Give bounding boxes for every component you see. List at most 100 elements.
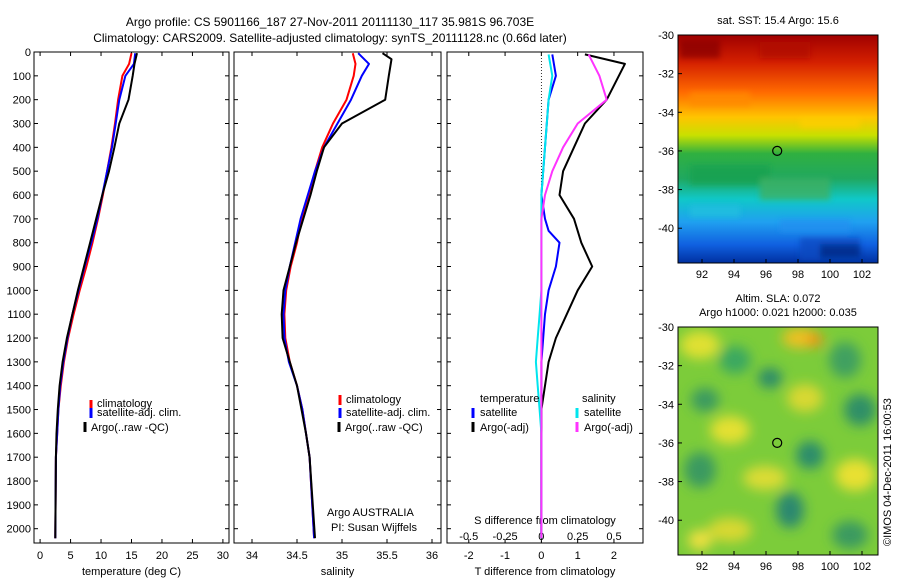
x-tick-label: 1: [575, 550, 581, 562]
y-tick-label: 400: [13, 142, 31, 154]
map-y-tick-label: -38: [658, 185, 674, 197]
map-x-tick-label: 98: [792, 269, 804, 281]
map-x-tick-label: 100: [821, 561, 839, 573]
y-tick-label: 1900: [7, 500, 31, 512]
map-y-tick-label: -30: [658, 322, 674, 334]
legend-satellite: satellite-adj. clim.: [346, 407, 430, 419]
x-axis-label: temperature (deg C): [82, 566, 181, 578]
top-x-tick-label: 0.5: [606, 531, 621, 543]
y-tick-label: 1000: [7, 285, 31, 297]
map-y-tick-label: -40: [658, 515, 674, 527]
legend-argo: Argo(..raw -QC): [91, 422, 169, 434]
legend-temperature-heading: temperature: [480, 393, 539, 405]
difference-panel: -2 -1 0 1 2 T difference from climatology -0.5…: [446, 51, 644, 578]
sla-map-title-1: Altim. SLA: 0.072: [736, 293, 821, 305]
map-y-tick-label: -36: [658, 438, 674, 450]
plot-frame: [33, 51, 230, 544]
x-tick-label: 30: [217, 550, 229, 562]
map-y-tick-label: -36: [658, 146, 674, 158]
y-tick-label: 1100: [7, 309, 31, 321]
x-tick-label: 35: [336, 550, 348, 562]
legend-climatology: climatology: [97, 398, 153, 410]
legend-sal-satellite: satellite: [584, 407, 621, 419]
top-x-tick-label: 0.25: [567, 531, 588, 543]
top-x-tick-label: -0.5: [459, 531, 478, 543]
map-x-tick-label: 92: [696, 561, 708, 573]
imos-timestamp: ©IMOS 04-Dec-2011 16:00:53: [882, 398, 894, 546]
float-country: Argo AUSTRALIA: [327, 507, 414, 519]
x-tick-label: 0: [538, 550, 544, 562]
series-line-climatology: [283, 52, 357, 539]
y-tick-label: 300: [13, 119, 31, 131]
y-tick-label: 200: [13, 95, 31, 107]
legend-climatology: climatology: [346, 394, 402, 406]
x-tick-label: 5: [68, 550, 74, 562]
sla-map-title-2: Argo h1000: 0.021 h2000: 0.035: [699, 307, 857, 319]
temperature-panel: 0 5 10 15 20 25 30 temperature (deg C) 0 100 200 30…: [7, 47, 230, 578]
x-axis-label: salinity: [321, 566, 355, 578]
y-tick-label: 0: [25, 47, 31, 59]
x-tick-label: 35.5: [376, 550, 397, 562]
sst-map: sat. SST: 15.4 Argo: 15.6 92 94 96 98 100 102…: [658, 15, 879, 281]
x-tick-label: 15: [125, 550, 137, 562]
x-tick-label: 20: [156, 550, 168, 562]
map-x-tick-label: 94: [728, 561, 740, 573]
y-tick-label: 1200: [7, 333, 31, 345]
y-tick-label: 1500: [7, 405, 31, 417]
y-tick-label: 1300: [7, 357, 31, 369]
map-y-tick-label: -32: [658, 69, 674, 81]
plot-frame: [446, 51, 644, 544]
legend-satellite: satellite-adj. clim.: [97, 407, 181, 419]
x-tick-label: -1: [500, 550, 510, 562]
map-y-tick-label: -34: [658, 399, 674, 411]
y-tick-label: 1600: [7, 428, 31, 440]
sla-map: Altim. SLA: 0.072 Argo h1000: 0.021 h200…: [658, 293, 879, 573]
map-y-tick-label: -38: [658, 477, 674, 489]
temperature-legend: climatology satellite-adj. clim. Argo(..…: [83, 398, 181, 434]
legend-sal-argo: Argo(-adj): [584, 422, 633, 434]
x-tick-label: -2: [464, 550, 474, 562]
x-tick-label: 34: [246, 550, 258, 562]
legend-argo: Argo(..raw -QC): [345, 422, 423, 434]
y-tick-label: 600: [13, 190, 31, 202]
y-tick-label: 2000: [7, 524, 31, 536]
x-axis-label: T difference from climatology: [475, 566, 616, 578]
argo-position-marker: [772, 145, 783, 156]
y-tick-label: 800: [13, 238, 31, 250]
series-line-temperature-argo-adj: [540, 53, 626, 539]
title-line-2: Climatology: CARS2009. Satellite-adjuste…: [93, 31, 567, 45]
series-line-argo-raw-qc: [54, 52, 138, 539]
salinity-panel: 34 34.5 35 35.5 36 salinity: [233, 51, 442, 578]
map-x-tick-label: 102: [853, 561, 871, 573]
top-x-axis-label: S difference from climatology: [474, 515, 616, 527]
x-tick-label: 10: [95, 550, 107, 562]
map-x-tick-label: 96: [760, 269, 772, 281]
sst-map-title: sat. SST: 15.4 Argo: 15.6: [717, 15, 839, 27]
legend-salinity-heading: salinity: [582, 393, 616, 405]
map-y-tick-label: -34: [658, 107, 674, 119]
map-x-tick-label: 92: [696, 269, 708, 281]
map-y-tick-label: -30: [658, 30, 674, 42]
float-pi: PI: Susan Wijffels: [331, 522, 417, 534]
y-tick-label: 500: [13, 166, 31, 178]
y-tick-label: 700: [13, 214, 31, 226]
y-tick-label: 1400: [7, 381, 31, 393]
series-line-temperature-satellite: [540, 54, 561, 539]
series-line-climatology: [54, 52, 133, 539]
y-tick-label: 1700: [7, 452, 31, 464]
y-tick-label: 900: [13, 262, 31, 274]
salinity-legend: climatology satellite-adj. clim. Argo(..…: [327, 394, 430, 534]
series-line-argo-raw-qc: [280, 52, 393, 539]
map-x-tick-label: 100: [821, 269, 839, 281]
series-line-satellite-adj-clim: [54, 53, 137, 539]
difference-legend: temperature satellite Argo(-adj) salinit…: [471, 393, 633, 434]
legend-temp-satellite: satellite: [480, 407, 517, 419]
legend-temp-argo: Argo(-adj): [480, 422, 529, 434]
title-line-1: Argo profile: CS 5901166_187 27-Nov-2011…: [126, 15, 534, 29]
x-tick-label: 25: [186, 550, 198, 562]
series-line-salinity-argo-adj: [540, 53, 608, 539]
series-line-satellite-adj-clim: [282, 52, 370, 539]
y-tick-label: 1800: [7, 476, 31, 488]
map-x-tick-label: 94: [728, 269, 740, 281]
